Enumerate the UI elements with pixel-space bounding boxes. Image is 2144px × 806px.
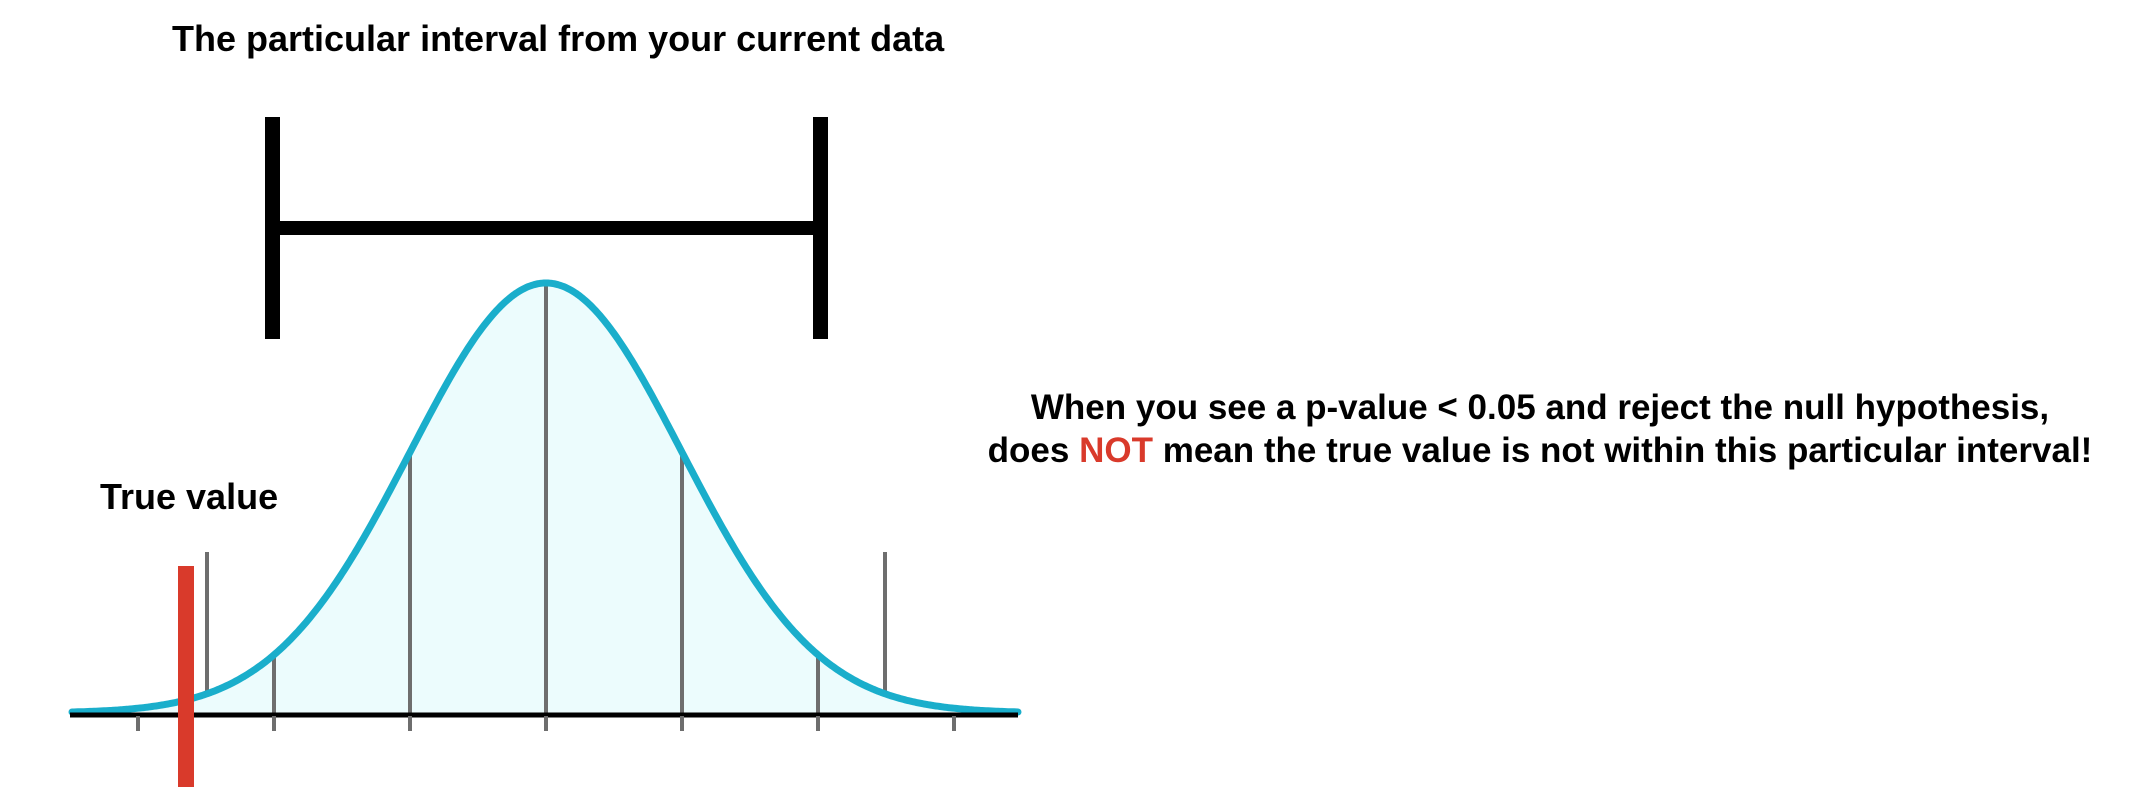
- statement-line-1: When you see a p-value < 0.05 and reject…: [1030, 388, 2050, 427]
- true-value-label: True value: [100, 476, 279, 517]
- axis-ticks: [136, 716, 956, 731]
- outer-reference-lines: [205, 552, 887, 693]
- true-value-marker: [178, 566, 194, 787]
- statement-line-2-start: does: [987, 431, 1080, 470]
- interval-bracket: [265, 117, 828, 339]
- interval-crossbar: [265, 221, 828, 235]
- bell-curve: [68, 279, 1022, 716]
- statement-line-2-end: mean the true value is not within this p…: [1152, 431, 2093, 470]
- statement-text: When you see a p-value < 0.05 and reject…: [940, 386, 2140, 472]
- interval-title: The particular interval from your curren…: [172, 18, 945, 59]
- statement-line-2: does NOT mean the true value is not with…: [940, 429, 2140, 472]
- statement-emphasis-not: NOT: [1079, 431, 1153, 470]
- reference-lines: [272, 283, 820, 713]
